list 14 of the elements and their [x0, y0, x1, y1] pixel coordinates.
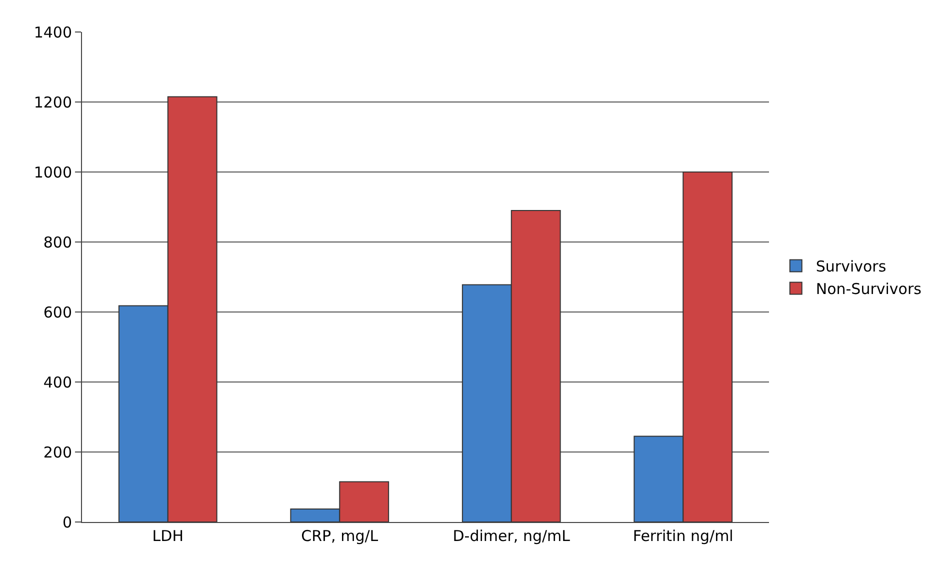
x-tick-label: LDH — [152, 527, 184, 545]
y-tick-label: 0 — [62, 513, 72, 532]
y-tick-label: 400 — [43, 373, 72, 392]
x-tick-label: D-dimer, ng/mL — [452, 527, 571, 545]
y-tick-label: 1400 — [34, 23, 72, 42]
legend-label: Survivors — [816, 258, 886, 276]
x-tick-label: CRP, mg/L — [301, 527, 379, 545]
y-tick-label: 1000 — [34, 163, 72, 182]
y-tick-label: 800 — [43, 233, 72, 252]
y-tick-label: 1200 — [34, 93, 72, 112]
y-tick-label: 600 — [43, 303, 72, 322]
y-tick-label: 200 — [43, 443, 72, 462]
legend-label: Non-Survivors — [816, 280, 922, 298]
x-tick-label: Ferritin ng/ml — [632, 527, 734, 545]
